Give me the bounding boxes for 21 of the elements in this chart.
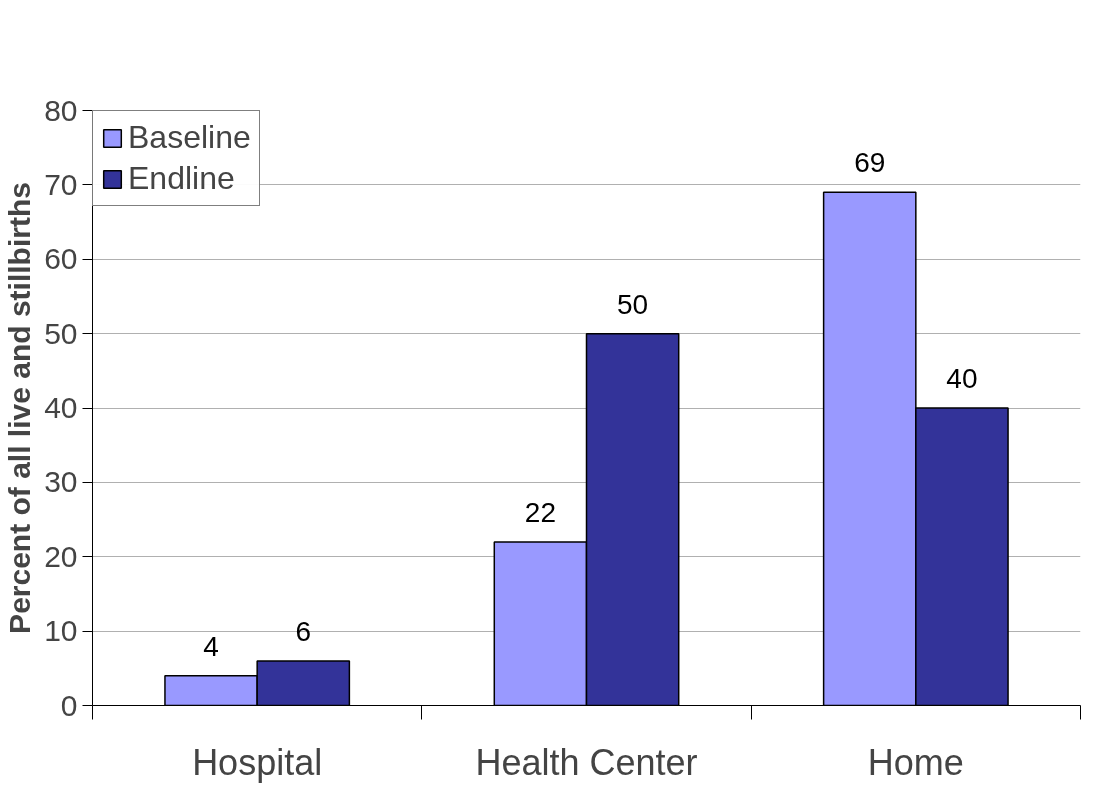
y-tick-label: 80 xyxy=(44,93,78,127)
y-tick-label: 50 xyxy=(44,316,78,350)
y-axis-title: Percent of all live and stillbirths xyxy=(3,182,37,634)
data-label: 4 xyxy=(203,630,219,662)
data-label: 50 xyxy=(617,288,649,320)
data-label: 69 xyxy=(854,147,886,179)
y-tick-label: 40 xyxy=(44,391,78,424)
y-tick-label: 20 xyxy=(44,539,78,573)
y-tick-label: 30 xyxy=(44,465,78,499)
y-tick-label: 0 xyxy=(60,688,78,722)
legend-label: Endline xyxy=(128,160,235,197)
x-tick-label: Hospital xyxy=(192,741,323,783)
legend-label: Baseline xyxy=(128,119,251,156)
x-tick-label: Home xyxy=(867,741,964,783)
y-tick-label: 10 xyxy=(44,614,78,648)
data-label: 40 xyxy=(946,363,978,394)
data-label: 6 xyxy=(295,615,312,647)
y-tick-label: 60 xyxy=(44,242,78,276)
x-tick-label: Health Center xyxy=(475,741,698,783)
data-label: 22 xyxy=(524,496,556,528)
y-tick-label: 70 xyxy=(44,167,78,201)
